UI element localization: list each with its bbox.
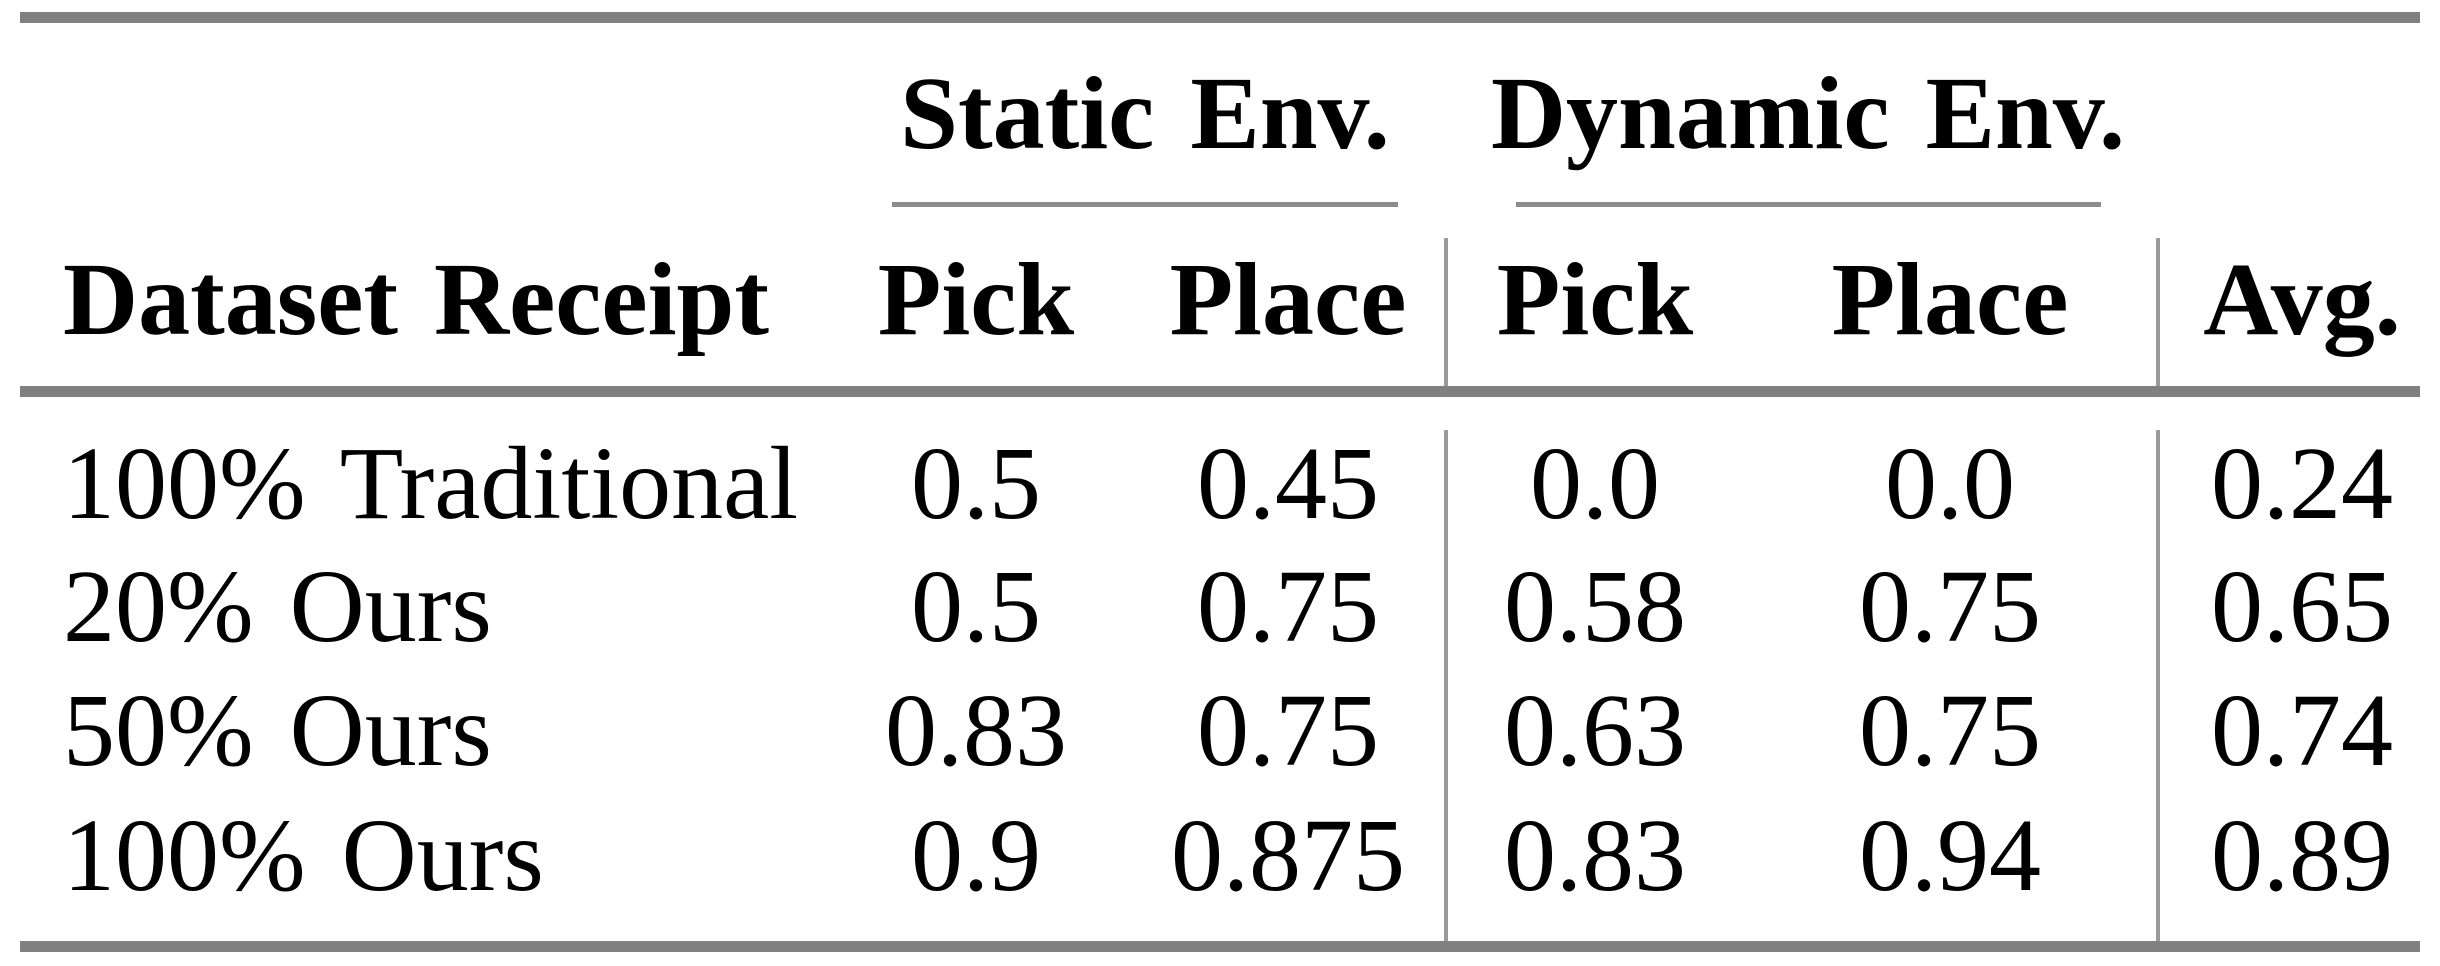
column-header-dynamic-pick: Pick (1496, 242, 1694, 357)
cell-static-pick: 0.5 (911, 549, 1041, 664)
cell-dynamic-pick: 0.63 (1504, 673, 1686, 788)
cell-dynamic-place: 0.75 (1859, 673, 2041, 788)
cell-avg: 0.89 (2211, 798, 2393, 913)
cell-dynamic-pick: 0.58 (1504, 549, 1686, 664)
column-header-static-pick: Pick (877, 242, 1075, 357)
column-header-static-place: Place (1169, 242, 1407, 357)
dynamic-env-underline-rule (1516, 202, 2101, 207)
static-env-underline-rule (892, 202, 1398, 207)
cell-avg: 0.24 (2211, 426, 2393, 541)
cell-avg: 0.65 (2211, 549, 2393, 664)
vertical-divider-dynamic-avg-header (2156, 238, 2160, 386)
table-top-rule (20, 12, 2420, 23)
header-divider-rule (20, 386, 2420, 397)
column-header-dynamic-place: Place (1831, 242, 2069, 357)
row-label: 100% Traditional (63, 426, 799, 541)
table-bottom-rule (20, 941, 2420, 952)
cell-dynamic-pick: 0.83 (1504, 798, 1686, 913)
group-header-static-env: Static Env. (900, 56, 1390, 171)
cell-dynamic-place: 0.0 (1885, 426, 2015, 541)
vertical-divider-static-dynamic-body (1444, 430, 1448, 941)
column-header-dataset-receipt: Dataset Receipt (63, 242, 769, 357)
cell-avg: 0.74 (2211, 673, 2393, 788)
cell-static-pick: 0.5 (911, 426, 1041, 541)
group-header-dynamic-env: Dynamic Env. (1490, 56, 2126, 171)
vertical-divider-static-dynamic-header (1444, 238, 1448, 386)
row-label: 20% Ours (63, 549, 492, 664)
cell-static-place: 0.75 (1197, 673, 1379, 788)
cell-static-pick: 0.9 (911, 798, 1041, 913)
cell-static-place: 0.75 (1197, 549, 1379, 664)
cell-dynamic-place: 0.75 (1859, 549, 2041, 664)
cell-dynamic-pick: 0.0 (1530, 426, 1660, 541)
cell-static-pick: 0.83 (885, 673, 1067, 788)
cell-dynamic-place: 0.94 (1859, 798, 2041, 913)
vertical-divider-dynamic-avg-body (2156, 430, 2160, 941)
cell-static-place: 0.45 (1197, 426, 1379, 541)
column-header-avg: Avg. (2203, 242, 2401, 357)
row-label: 100% Ours (63, 798, 544, 913)
cell-static-place: 0.875 (1171, 798, 1405, 913)
row-label: 50% Ours (63, 673, 492, 788)
